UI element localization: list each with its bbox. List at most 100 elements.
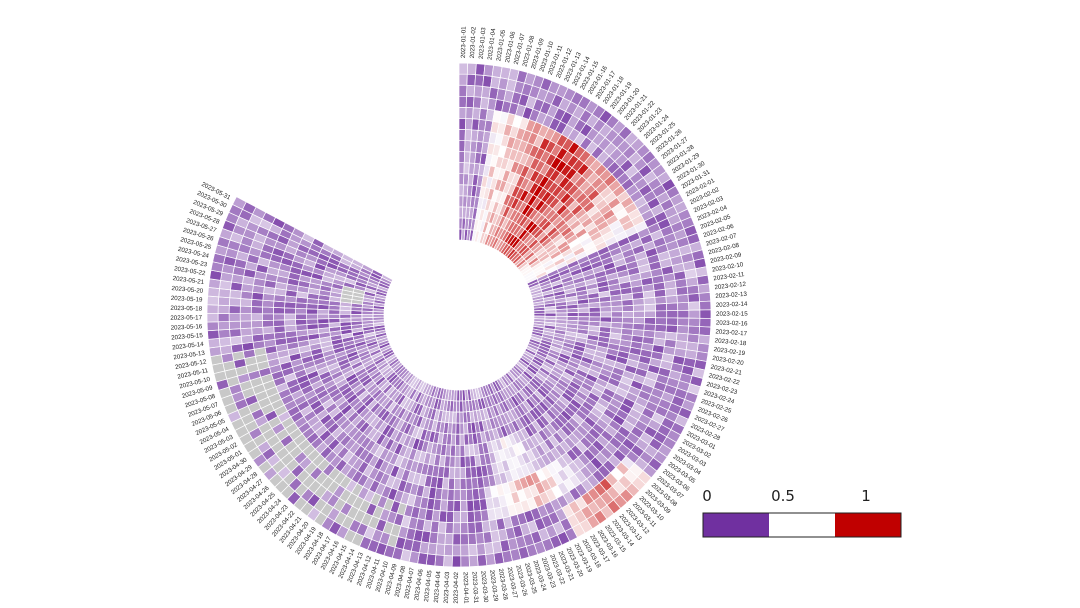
heatmap-cell [483,542,495,555]
heatmap-cell [687,293,700,303]
heatmap-cell [465,118,473,131]
heatmap-cell [460,555,470,568]
colorbar-mid-segment [769,513,835,537]
heatmap-cell [240,298,253,307]
heatmap-cell [466,73,476,87]
colorbar-legend: 0 0.5 1 [702,487,902,538]
heatmap-cell [460,511,469,524]
heatmap-cell [465,95,475,109]
heatmap-cell [476,554,488,567]
date-label: 2023-02-14 [716,301,748,309]
heatmap-cell [476,543,486,556]
heatmap-cell [611,311,623,318]
heatmap-cell [458,173,465,186]
heatmap-cell [452,511,461,524]
heatmap-cell [459,477,467,490]
heatmap-cell [207,286,220,298]
heatmap-cell [459,444,466,457]
heatmap-cell [455,422,461,435]
heatmap-cell [458,117,467,130]
heatmap-cell [328,317,341,324]
heatmap-cell [262,319,275,328]
heatmap-cell [444,533,454,546]
heatmap-cell [459,500,468,513]
date-label: 2023-05-17 [170,314,202,321]
date-label: 2023-04-02 [453,571,460,603]
heatmap-cell [458,140,466,152]
heatmap-cell [677,317,690,327]
heatmap-cell [688,301,701,311]
date-label: 2023-03-30 [479,571,489,604]
date-label: 2023-01-05 [495,29,507,62]
heatmap-cell [622,311,634,318]
heatmap-cell [447,488,455,501]
date-label: 2023-05-19 [171,295,204,304]
heatmap-cell [665,324,678,334]
colorbar-tick-0-5: 0.5 [771,487,795,505]
heatmap-cell [232,196,247,210]
heatmap-cell [207,329,220,340]
heatmap-cell [655,310,668,319]
heatmap-cell [339,313,352,319]
heatmap-cell [306,308,319,315]
heatmap-cell [339,317,352,323]
heatmap-cell [458,129,466,141]
heatmap-cell [465,488,474,501]
heatmap-cell [261,313,274,321]
heatmap-cell [228,297,242,307]
heatmap-cell [452,544,462,557]
heatmap-cell [455,433,461,446]
heatmap-cell [666,310,679,319]
date-label: 2023-02-19 [713,346,746,357]
heatmap-cell [677,309,690,319]
heatmap-cell [445,510,454,524]
heatmap-cell [273,325,286,334]
heatmap-cell [676,294,689,304]
heatmap-cell [644,310,657,319]
heatmap-cell [454,467,461,479]
heatmap-cell [295,307,308,315]
heatmap-cell [453,478,461,490]
date-label: 2023-03-29 [488,569,499,602]
heatmap-cell [284,319,297,327]
heatmap-cell [698,292,711,303]
colorbar-tick-0: 0 [702,487,712,505]
heatmap-cell [443,544,454,557]
heatmap-cell [250,306,263,315]
heatmap-cell [665,295,678,304]
date-label: 2023-01-01 [460,26,468,58]
date-label: 2023-01-04 [487,27,498,60]
heatmap-cell [654,324,667,333]
heatmap-cell [446,499,455,512]
heatmap-cell [459,466,467,479]
heatmap-cell [566,308,579,314]
heatmap-cell [459,489,468,501]
heatmap-cell [273,307,285,315]
heatmap-cell [467,521,477,534]
heatmap-cell [467,532,477,546]
date-label: 2023-01-03 [478,27,488,60]
date-label: 2023-05-18 [170,305,202,313]
heatmap-cell [372,314,385,318]
heatmap-cell [666,302,679,312]
heatmap-cell [460,522,469,535]
heatmap-cell [675,286,689,296]
heatmap-cell [458,162,465,175]
heatmap-cell [217,296,231,306]
heatmap-cell [262,326,275,335]
date-label: 2023-04-04 [433,570,443,603]
date-label: 2023-04-05 [423,569,434,602]
date-label: 2023-04-03 [443,571,451,603]
colorbar-tick-1: 1 [861,487,871,505]
heatmap-cell [588,311,601,318]
heatmap-cell [475,63,486,76]
heatmap-cell [459,389,463,402]
heatmap-cell [306,318,319,325]
heatmap-cell [599,306,612,313]
heatmap-cell [474,521,484,534]
heatmap-cell [653,288,667,298]
heatmap-cell [686,284,700,295]
date-label: 2023-02-13 [715,291,748,300]
heatmap-cell [217,313,230,323]
heatmap-cell [465,477,473,490]
